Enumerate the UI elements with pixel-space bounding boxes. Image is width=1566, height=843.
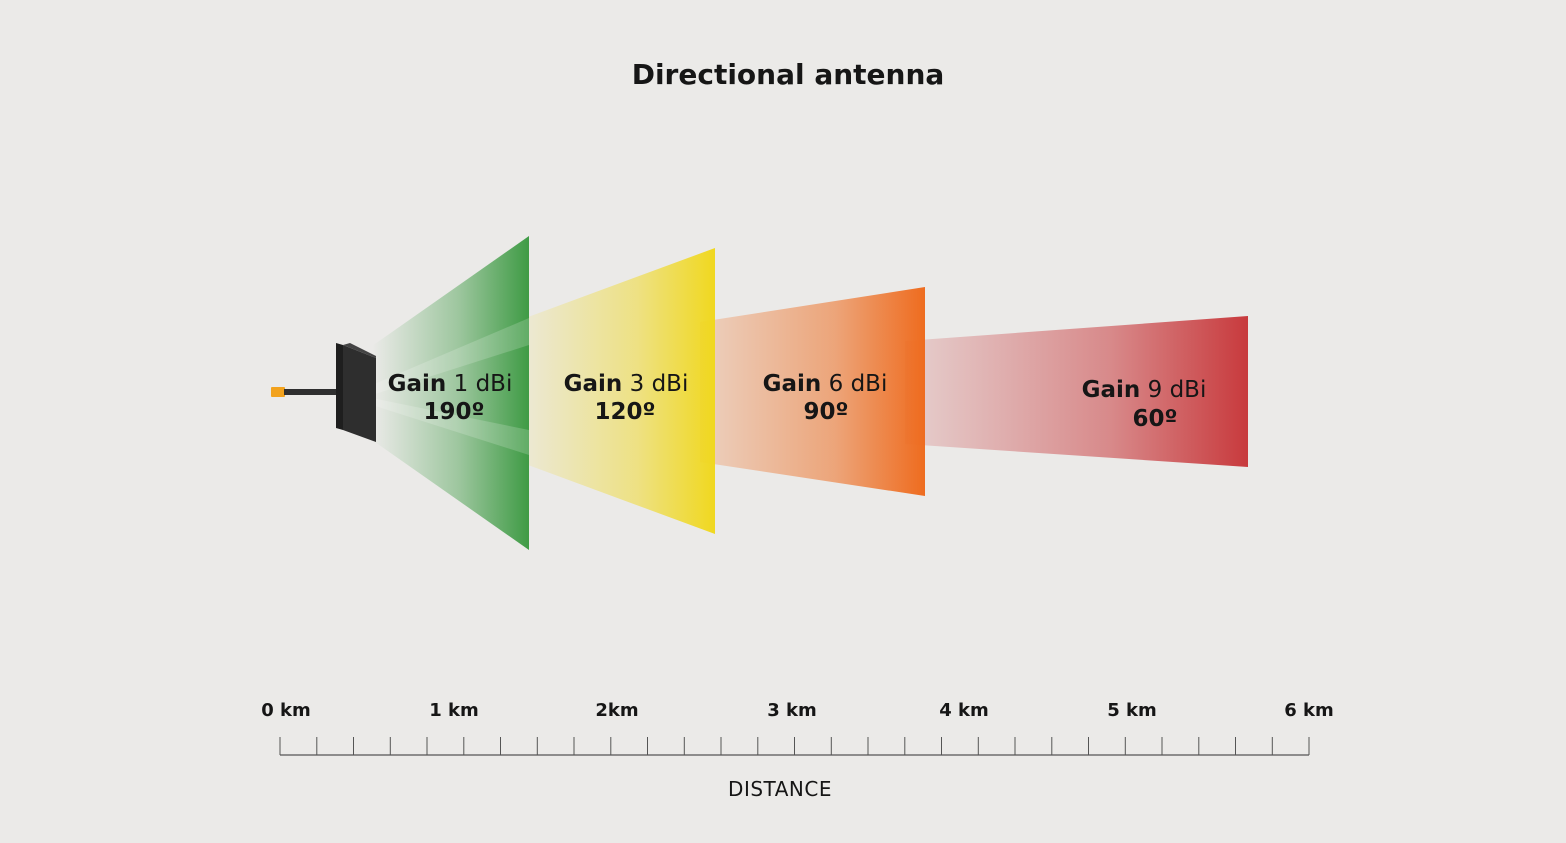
beam-gain-3 — [520, 248, 715, 534]
beam-gain-9 — [905, 316, 1248, 467]
gain-value: 6 dBi — [829, 371, 888, 397]
beam-label-1: Gain 1 dBi 190º — [388, 371, 513, 425]
distance-tick-labels: 0 km 1 km 2km 3 km 4 km 5 km 6 km — [261, 700, 1334, 721]
beam-gain-6 — [700, 287, 925, 496]
beam-label-3: Gain 3 dBi 120º — [564, 371, 689, 425]
svg-text:Gain 1 dBi: Gain 1 dBi — [388, 371, 513, 397]
tick-label-3: 3 km — [767, 700, 817, 721]
gain-word: Gain — [763, 371, 822, 397]
gain-value: 9 dBi — [1148, 377, 1207, 403]
distance-axis: 0 km 1 km 2km 3 km 4 km 5 km 6 km DISTAN… — [261, 700, 1334, 801]
tick-label-1: 1 km — [429, 700, 479, 721]
gain-word: Gain — [388, 371, 447, 397]
svg-text:Gain 6 dBi: Gain 6 dBi — [763, 371, 888, 397]
beam-angle: 190º — [424, 399, 485, 425]
gain-word: Gain — [1082, 377, 1141, 403]
beam-angle: 120º — [595, 399, 656, 425]
svg-text:Gain 3 dBi: Gain 3 dBi — [564, 371, 689, 397]
tick-label-2: 2km — [595, 700, 638, 721]
svg-text:Gain 9 dBi: Gain 9 dBi — [1082, 377, 1207, 403]
beam-label-6: Gain 6 dBi 90º — [763, 371, 888, 425]
gain-value: 1 dBi — [454, 371, 513, 397]
distance-ruler-ticks — [279, 737, 1310, 755]
beam-angle: 90º — [804, 399, 849, 425]
beam-label-9: Gain 9 dBi 60º — [1082, 377, 1207, 432]
gain-word: Gain — [564, 371, 623, 397]
tick-label-0: 0 km — [261, 700, 311, 721]
tick-label-6: 6 km — [1284, 700, 1334, 721]
tick-label-5: 5 km — [1107, 700, 1157, 721]
gain-value: 3 dBi — [630, 371, 689, 397]
antenna-panel — [336, 343, 343, 430]
distance-axis-title: DISTANCE — [728, 777, 832, 801]
diagram-title: Directional antenna — [632, 58, 945, 91]
beam-gain-1 — [372, 236, 529, 550]
antenna-icon — [271, 343, 376, 442]
beam-angle: 60º — [1133, 406, 1178, 432]
tick-label-4: 4 km — [939, 700, 989, 721]
antenna-connector — [271, 387, 285, 397]
